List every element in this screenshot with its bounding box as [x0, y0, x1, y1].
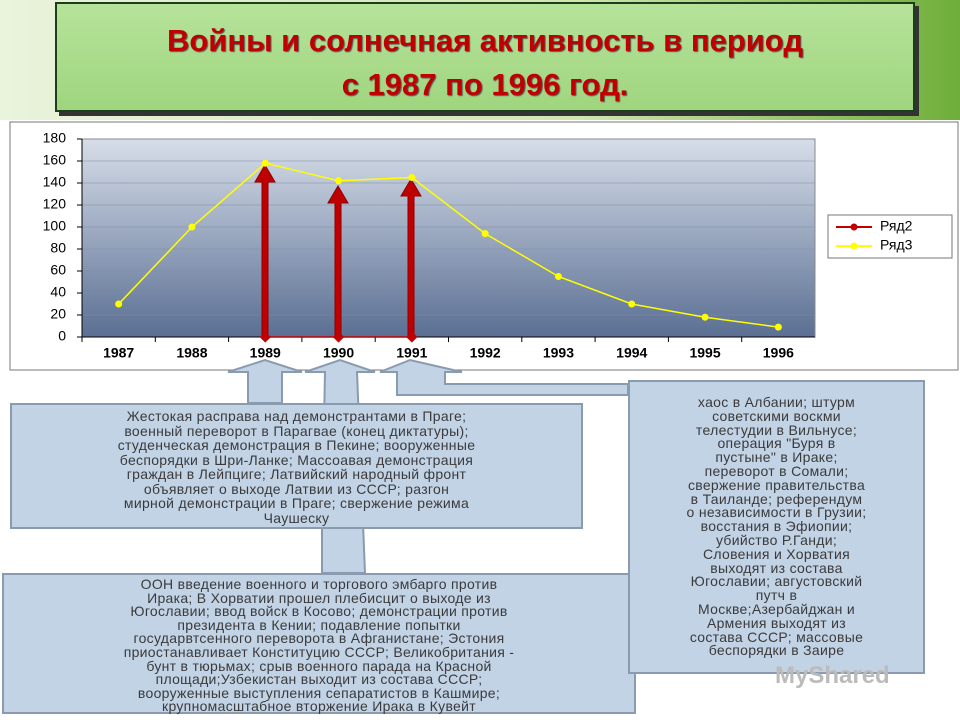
event-line: президента в Кении; подавление попытки — [177, 616, 461, 633]
series-line — [118, 162, 779, 328]
x-tick-label: 1991 — [396, 345, 427, 361]
event-line: военный переворот в Парагвае (конец дикт… — [124, 422, 469, 439]
event-line: операция "Буря в — [717, 435, 836, 452]
event-line: студенческая демонстрация в Пекине; воор… — [117, 437, 476, 453]
point — [628, 300, 636, 308]
event-box: ООН введение военного и торгового эмбарг… — [2, 573, 636, 714]
callout-arrow — [227, 358, 303, 404]
plot-area — [81, 138, 816, 338]
war-arrows — [254, 164, 422, 338]
event-line: мирной демонстрации в Праге; свержение р… — [123, 495, 470, 511]
war-arrow — [254, 164, 276, 338]
war-arrow — [327, 185, 349, 338]
event-line: пустыне" в Ираке; — [715, 449, 838, 466]
event-line: Москве;Азербайджан и — [698, 600, 855, 617]
y-tick-label: 0 — [58, 328, 66, 344]
point — [406, 331, 418, 343]
event-line: свержение правительства — [687, 476, 866, 493]
event-line: бунт в тюрьмах; срыв военного парада на … — [146, 657, 492, 674]
x-tick-label: 1989 — [250, 345, 281, 361]
event-line: государвтсенного переворота в Афганистан… — [133, 630, 505, 647]
war-arrow — [400, 178, 422, 338]
event-line: ООН введение военного и торгового эмбарг… — [140, 576, 498, 592]
event-line: хаос в Албании; штурм — [697, 394, 856, 410]
y-tick-label: 100 — [43, 218, 67, 234]
legend-label: Ряд3 — [880, 237, 913, 253]
legend-box — [827, 214, 953, 259]
legend-marker — [850, 223, 858, 231]
y-tick-label: 180 — [43, 130, 67, 146]
event-line: состава СССР; массовые — [689, 628, 864, 645]
x-tick-label: 1988 — [176, 345, 207, 361]
event-box: хаос в Албании; штурм советскими воскми те… — [628, 380, 925, 674]
point — [481, 230, 489, 238]
event-line: площади;Узбекистан выходит из состава СС… — [155, 671, 483, 688]
point — [115, 300, 123, 308]
point — [261, 159, 269, 167]
title-line: с 1987 по 1996 год. — [341, 67, 629, 102]
event-line: беспорядки в Заире — [708, 642, 845, 659]
x-tick-label: 1994 — [616, 345, 647, 361]
y-tick-label: 140 — [43, 174, 67, 190]
event-line: Жестокая расправа над демонстрантами в П… — [126, 408, 467, 424]
event-line: Армения выходят из — [706, 614, 847, 631]
point — [335, 177, 343, 185]
y-tick-label: 160 — [43, 152, 67, 168]
event-line: советскими воскми — [712, 407, 841, 424]
event-line: убийство Р.Ганди; — [715, 531, 838, 548]
watermark: MyShared — [775, 662, 890, 689]
callout-arrow — [379, 358, 629, 396]
event-line: Словения и Хорватия — [702, 545, 851, 562]
event-line: выходят из состава — [710, 559, 843, 576]
y-tick-label: 120 — [43, 196, 67, 212]
point — [259, 331, 271, 343]
event-box: Жестокая расправа над демонстрантами в П… — [10, 403, 583, 529]
y-tick-label: 20 — [50, 306, 66, 322]
event-line: вооруженные выступления сепаратистов в К… — [137, 684, 501, 701]
title-box: Войны и солнечная активность в период с … — [55, 2, 915, 112]
point — [188, 223, 196, 231]
event-line: телестудии в Вильнусе; — [695, 421, 858, 438]
y-tick-label: 80 — [50, 240, 66, 256]
title-line: Войны и солнечная активность в период — [166, 23, 804, 58]
event-line: объявляет о выходе Латвии из СССР; разго… — [143, 480, 450, 497]
event-line: переворот в Сомали; — [704, 462, 849, 479]
event-line: приостанавливает Конституцию СССР; Велик… — [123, 643, 515, 660]
event-line: крупномасштабное вторжение Ирака в Кувей… — [162, 698, 476, 715]
point — [701, 313, 709, 321]
y-tick-label: 60 — [50, 262, 66, 278]
point — [408, 174, 416, 181]
point — [554, 273, 562, 280]
event-line: восстания в Эфиопии; — [700, 518, 853, 535]
x-tick-label: 1995 — [689, 345, 720, 361]
event-line: путч в — [755, 587, 798, 604]
legend-marker — [850, 242, 858, 250]
x-tick-label: 1990 — [323, 345, 354, 361]
event-line: Югославии; ввод войск в Косово; демонстр… — [130, 603, 508, 620]
x-tick-label: 1992 — [470, 345, 501, 361]
event-line: Чаушеску — [263, 509, 330, 526]
event-line: граждан в Лейпциге; Латвийский народный … — [126, 466, 467, 482]
x-tick-label: 1996 — [763, 345, 794, 361]
event-line: о независимости в Грузии; — [686, 504, 867, 521]
point — [774, 323, 782, 331]
event-line: Югославии; августовский — [690, 573, 863, 590]
y-tick-label: 40 — [50, 284, 66, 300]
point — [332, 331, 345, 343]
x-tick-label: 1993 — [543, 345, 574, 361]
x-tick-label: 1987 — [103, 345, 134, 361]
event-line: беспорядки в Шри-Ланке; Массоавая демонс… — [119, 451, 474, 468]
event-line: Ирака; В Хорватии прошел плебисцит о вых… — [147, 589, 491, 606]
legend-label: Ряд2 — [880, 218, 913, 234]
event-line: в Таиланде; референдум — [690, 490, 863, 507]
